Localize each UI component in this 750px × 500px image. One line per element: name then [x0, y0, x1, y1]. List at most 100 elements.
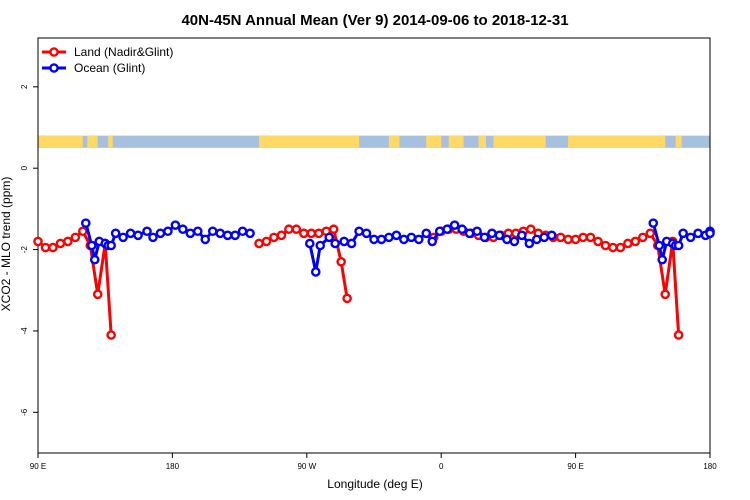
- data-point-ocean: [324, 232, 335, 243]
- y-tick-label: -6: [20, 408, 29, 416]
- data-point-ocean: [524, 238, 535, 249]
- data-point-ocean: [678, 228, 688, 239]
- y-tick-label: -4: [20, 327, 29, 335]
- land-band-segment: [388, 135, 400, 148]
- data-point-ocean: [427, 236, 438, 247]
- data-point-land: [40, 242, 51, 253]
- data-point-land: [578, 232, 588, 243]
- data-point-land: [48, 242, 58, 253]
- data-point-ocean: [155, 228, 166, 239]
- data-point-land: [555, 232, 566, 243]
- data-point-ocean: [517, 230, 527, 241]
- data-point-land: [63, 236, 73, 247]
- series-line-land: [432, 227, 681, 336]
- data-point-land: [55, 238, 66, 249]
- data-point-land: [78, 226, 88, 237]
- land-band-segment: [87, 135, 98, 148]
- data-point-land: [342, 293, 352, 304]
- data-point-ocean: [354, 226, 364, 237]
- land-band-segment: [478, 135, 486, 148]
- data-point-ocean: [192, 226, 203, 237]
- data-point-land: [585, 232, 596, 243]
- x-tick-label: 0: [439, 462, 444, 471]
- data-point-ocean: [421, 228, 432, 239]
- data-point-ocean: [361, 228, 372, 239]
- legend-label-land: Land (Nadir&Glint): [74, 45, 173, 59]
- data-point-ocean: [539, 232, 550, 243]
- plot-area: 90 E 180 90 W 0 90 E 180 2 0 -2 -4 -6 Land (Nadir&G…: [20, 37, 717, 471]
- chart-title: 40N-45N Annual Mean (Ver 9) 2014-09-06 t…: [181, 12, 568, 29]
- data-point-land: [33, 236, 43, 247]
- x-axis-title: Longitude (deg E): [327, 477, 422, 491]
- data-point-ocean: [472, 226, 482, 237]
- data-point-ocean: [685, 232, 696, 243]
- data-point-ocean: [434, 226, 445, 237]
- data-point-land: [106, 330, 116, 340]
- data-point-land: [660, 289, 671, 300]
- data-point-ocean: [304, 238, 315, 249]
- data-point-land: [306, 228, 317, 239]
- data-point-ocean: [200, 234, 211, 245]
- data-point-land: [593, 236, 603, 247]
- x-tick-label: 90 E: [567, 462, 583, 471]
- data-point-ocean: [245, 228, 255, 239]
- land-band-segment: [426, 135, 442, 148]
- data-point-land: [70, 232, 81, 243]
- data-point-ocean: [391, 230, 402, 241]
- data-point-ocean: [170, 220, 181, 230]
- data-point-land: [563, 234, 573, 245]
- data-point-ocean: [163, 226, 173, 237]
- data-point-ocean: [442, 224, 452, 235]
- y-tick-label: -2: [20, 245, 29, 253]
- data-point-ocean: [215, 228, 225, 239]
- data-point-land: [615, 242, 626, 253]
- data-point-ocean: [89, 254, 100, 265]
- land-band-segment: [493, 135, 546, 148]
- data-point-ocean: [376, 234, 387, 245]
- data-point-land: [608, 242, 618, 253]
- data-point-ocean: [178, 224, 188, 235]
- data-point-land: [623, 238, 633, 249]
- x-tick-label: 90 E: [30, 462, 46, 471]
- data-point-land: [630, 236, 641, 247]
- data-point-ocean: [185, 228, 196, 239]
- data-point-land: [526, 224, 536, 235]
- land-band-segment: [568, 135, 666, 148]
- data-point-ocean: [142, 226, 152, 237]
- data-point-ocean: [222, 230, 233, 241]
- x-tick-label: 180: [166, 462, 180, 471]
- data-point-ocean: [487, 228, 497, 239]
- land-band-segment: [259, 135, 360, 148]
- y-tick-label: 2: [20, 84, 29, 89]
- data-point-land: [284, 224, 294, 235]
- land-band-segment: [675, 135, 682, 148]
- data-point-ocean: [118, 232, 128, 243]
- legend-marker-ocean: [49, 63, 59, 73]
- x-tick-label: 90 W: [297, 462, 316, 471]
- data-point-ocean: [464, 228, 475, 239]
- data-point-land: [299, 228, 309, 239]
- data-point-land: [276, 230, 287, 241]
- data-point-land: [313, 228, 324, 239]
- data-point-ocean: [133, 230, 143, 241]
- data-point-ocean: [406, 232, 417, 243]
- data-point-ocean: [457, 224, 467, 235]
- data-point-ocean: [207, 226, 218, 237]
- data-point-ocean: [413, 234, 424, 245]
- legend-label-ocean: Ocean (Glint): [74, 61, 145, 75]
- data-point-ocean: [531, 234, 542, 245]
- land-band-segment: [448, 135, 464, 148]
- data-point-ocean: [657, 254, 668, 265]
- data-point-ocean: [237, 226, 248, 237]
- data-point-ocean: [80, 218, 91, 228]
- data-point-ocean: [693, 228, 703, 239]
- x-tick-label: 180: [703, 462, 717, 471]
- data-point-land: [570, 234, 581, 245]
- data-point-land: [269, 232, 279, 243]
- legend-marker-land: [49, 47, 59, 57]
- data-point-ocean: [310, 267, 321, 277]
- y-tick-label: 0: [20, 165, 29, 170]
- data-point-ocean: [502, 234, 512, 245]
- data-point-land: [638, 232, 648, 243]
